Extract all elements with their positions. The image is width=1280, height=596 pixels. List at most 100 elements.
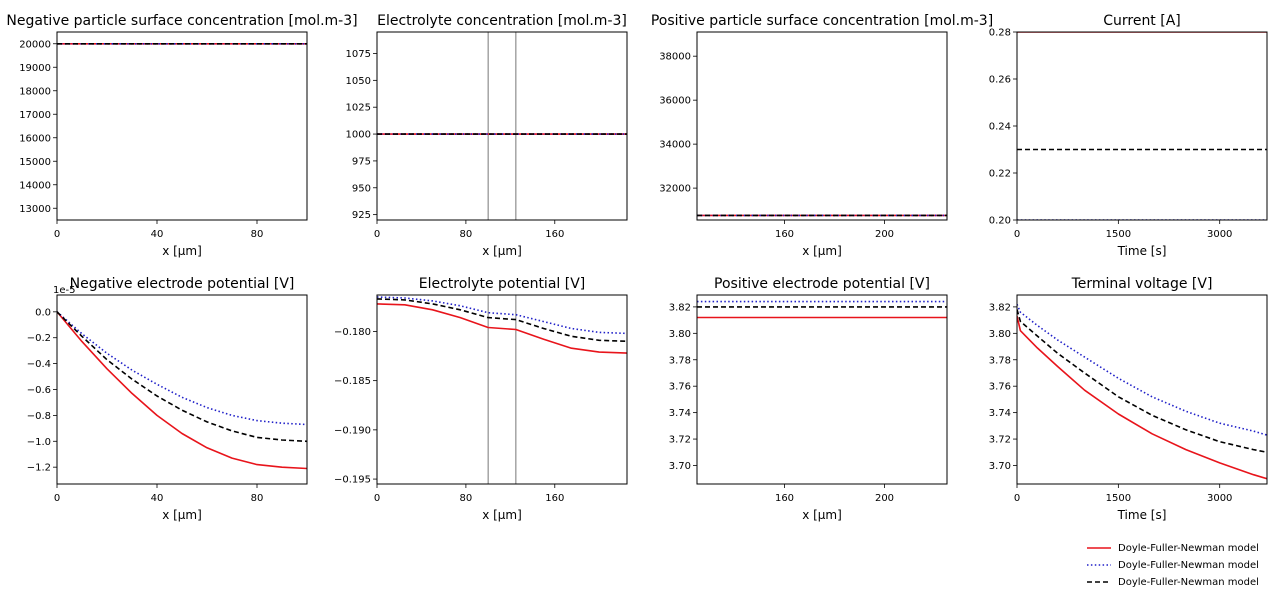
y-tick-label: 15000 bbox=[19, 157, 51, 168]
y-tick-label: 18000 bbox=[19, 86, 51, 97]
series-line-dashed bbox=[57, 311, 307, 443]
legend-item-dashed: Doyle-Fuller-Newman model bbox=[1086, 574, 1276, 590]
x-axis-label: x [μm] bbox=[482, 508, 522, 522]
series-group bbox=[1017, 303, 1267, 480]
y-tick-label: 3.72 bbox=[989, 435, 1011, 446]
y-tick-label: −0.8 bbox=[27, 411, 51, 422]
x-axis-label: x [μm] bbox=[802, 244, 842, 258]
y-tick-label: 16000 bbox=[19, 133, 51, 144]
y-tick-label: 32000 bbox=[659, 184, 691, 195]
y-tick-label: 1075 bbox=[346, 49, 371, 60]
x-axis-label: x [μm] bbox=[162, 508, 202, 522]
y-tick-label: 3.76 bbox=[989, 382, 1011, 393]
chart-title: Positive electrode potential [V] bbox=[714, 276, 930, 292]
y-tick-label: 1050 bbox=[346, 76, 371, 87]
legend-swatch-dotted bbox=[1087, 564, 1111, 566]
y-tick-label: 3.76 bbox=[669, 382, 691, 393]
y-tick-label: 3.78 bbox=[669, 355, 691, 366]
y-tick-label: 1025 bbox=[346, 103, 371, 114]
y-tick-label: 38000 bbox=[659, 52, 691, 63]
y-tick-label: 0.28 bbox=[989, 28, 1011, 39]
x-tick-label: 160 bbox=[775, 229, 794, 240]
y-tick-label: −0.2 bbox=[27, 333, 51, 344]
x-tick-label: 200 bbox=[875, 229, 894, 240]
series-group bbox=[1017, 32, 1267, 220]
y-tick-label: 0.0 bbox=[35, 307, 51, 318]
y-tick-label: −0.180 bbox=[334, 327, 371, 338]
plot-frame bbox=[376, 31, 628, 221]
legend-item-dotted: Doyle-Fuller-Newman model bbox=[1086, 557, 1276, 573]
chart-title: Negative electrode potential [V] bbox=[70, 276, 295, 292]
chart-panel-5: Electrolyte potential [V] 0 80 160 −0.195 −0.… bbox=[334, 276, 628, 522]
series-line-solid bbox=[1017, 315, 1267, 480]
chart-title: Negative particle surface concentration … bbox=[6, 13, 357, 29]
x-tick-label: 80 bbox=[460, 229, 473, 240]
x-tick-label: 1500 bbox=[1106, 493, 1131, 504]
plot-frame bbox=[1016, 31, 1268, 221]
y-tick-label: 950 bbox=[352, 183, 371, 194]
y-tick-label: −0.4 bbox=[27, 359, 51, 370]
x-tick-label: 200 bbox=[875, 493, 894, 504]
chart-panel-2: Positive particle surface concentration … bbox=[651, 13, 993, 258]
series-group bbox=[377, 296, 627, 354]
x-axis-label: x [μm] bbox=[482, 244, 522, 258]
x-axis-label: x [μm] bbox=[162, 244, 202, 258]
chart-title: Terminal voltage [V] bbox=[1071, 276, 1213, 292]
x-tick-label: 80 bbox=[251, 493, 264, 504]
y-tick-label: 3.78 bbox=[989, 355, 1011, 366]
series-line-dotted bbox=[57, 311, 307, 426]
x-tick-label: 0 bbox=[54, 493, 60, 504]
y-tick-label: 1000 bbox=[346, 130, 371, 141]
legend-swatch-solid bbox=[1087, 547, 1111, 549]
y-tick-label: 0.26 bbox=[989, 75, 1011, 86]
x-tick-label: 0 bbox=[1014, 493, 1020, 504]
y-tick-label: 0.20 bbox=[989, 216, 1011, 227]
y-tick-label: 13000 bbox=[19, 204, 51, 215]
x-axis-label: Time [s] bbox=[1117, 508, 1167, 522]
x-tick-label: 80 bbox=[251, 229, 264, 240]
series-group bbox=[697, 300, 947, 319]
series-line-dashed bbox=[1017, 309, 1267, 454]
series-line-dotted bbox=[1017, 303, 1267, 436]
y-tick-label: −0.6 bbox=[27, 385, 51, 396]
x-tick-label: 3000 bbox=[1207, 493, 1232, 504]
x-tick-label: 0 bbox=[374, 229, 380, 240]
x-tick-label: 3000 bbox=[1207, 229, 1232, 240]
x-axis-label: Time [s] bbox=[1117, 244, 1167, 258]
y-tick-label: 34000 bbox=[659, 140, 691, 151]
chart-title: Positive particle surface concentration … bbox=[651, 13, 993, 29]
chart-panel-3: Current [A] 0 1500 3000 0.20 0.22 0.24 0.26 0.28… bbox=[989, 13, 1268, 258]
y-tick-label: −0.195 bbox=[334, 475, 371, 486]
y-tick-label: 20000 bbox=[19, 39, 51, 50]
chart-title: Current [A] bbox=[1103, 13, 1181, 29]
legend: Doyle-Fuller-Newman model Doyle-Fuller-N… bbox=[1086, 540, 1276, 592]
y-tick-label: 36000 bbox=[659, 96, 691, 107]
x-tick-label: 0 bbox=[1014, 229, 1020, 240]
chart-title: Electrolyte potential [V] bbox=[419, 276, 586, 292]
x-tick-label: 40 bbox=[151, 229, 164, 240]
x-tick-label: 160 bbox=[545, 493, 564, 504]
chart-panel-1: Electrolyte concentration [mol.m-3] 0 80 16… bbox=[346, 13, 628, 258]
plot-frame bbox=[376, 294, 628, 485]
y-tick-label: 3.74 bbox=[989, 408, 1011, 419]
chart-title: Electrolyte concentration [mol.m-3] bbox=[377, 13, 627, 29]
x-tick-label: 0 bbox=[374, 493, 380, 504]
legend-label: Doyle-Fuller-Newman model bbox=[1118, 559, 1259, 571]
x-tick-label: 160 bbox=[775, 493, 794, 504]
x-tick-label: 160 bbox=[545, 229, 564, 240]
y-tick-label: −1.0 bbox=[27, 437, 51, 448]
x-axis-label: x [μm] bbox=[802, 508, 842, 522]
chart-panel-7: Terminal voltage [V] 0 1500 3000 3.70 3.72 3.7… bbox=[989, 276, 1268, 522]
x-tick-label: 40 bbox=[151, 493, 164, 504]
x-tick-label: 0 bbox=[54, 229, 60, 240]
y-tick-label: 19000 bbox=[19, 63, 51, 74]
y-tick-label: 0.24 bbox=[989, 122, 1011, 133]
y-tick-label: 0.22 bbox=[989, 169, 1011, 180]
series-line-dotted bbox=[377, 296, 627, 335]
plot-frame bbox=[56, 294, 308, 485]
y-tick-label: 925 bbox=[352, 210, 371, 221]
y-tick-label: 3.82 bbox=[669, 302, 691, 313]
y-tick-label: 3.80 bbox=[669, 329, 691, 340]
y-tick-label: 3.70 bbox=[669, 461, 691, 472]
